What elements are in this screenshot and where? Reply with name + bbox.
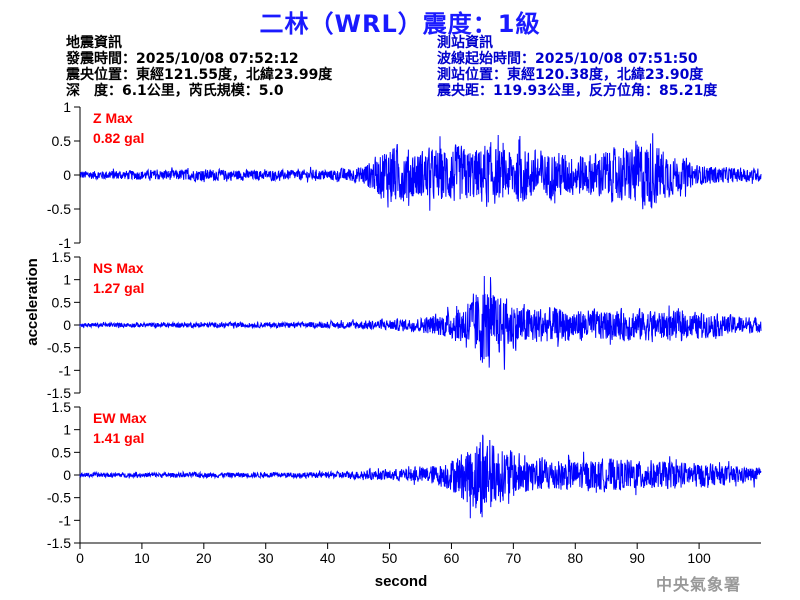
ew-y-tick-label: -1.5 — [47, 535, 71, 551]
station-info-header: 測站資訊 — [437, 35, 493, 51]
distance-azimuth: 震央距：119.93公里，反方位角：85.21度 — [437, 83, 718, 99]
z-waveform-trace — [79, 133, 762, 211]
epicenter-location: 震央位置：東經121.55度，北緯23.99度 — [66, 67, 333, 83]
wave-start-time: 波線起始時間：2025/10/08 07:51:50 — [437, 51, 698, 67]
ew-max-value: 1.41 gal — [93, 430, 144, 446]
x-tick-label: 50 — [382, 550, 398, 566]
x-tick-label: 20 — [196, 550, 212, 566]
ew-y-tick-label: 1.5 — [52, 399, 72, 415]
ns-y-tick-label: -1.5 — [47, 385, 71, 401]
ns-y-tick-label: -0.5 — [47, 340, 71, 356]
chart-title: 二林（WRL）震度：1級 — [259, 10, 541, 38]
y-axis-label: acceleration — [24, 258, 41, 346]
ns-max-label: NS Max — [93, 260, 144, 276]
x-tick-label: 10 — [134, 550, 150, 566]
x-tick-label: 80 — [567, 550, 583, 566]
x-tick-label: 70 — [506, 550, 522, 566]
origin-time: 發震時間：2025/10/08 07:52:12 — [66, 51, 299, 67]
x-axis-label: second — [375, 573, 428, 590]
earthquake-info-header: 地震資訊 — [66, 35, 122, 51]
z-y-tick-label: 1 — [63, 99, 71, 115]
x-tick-label: 0 — [76, 550, 84, 566]
watermark-cwa: 中央氣象署 — [656, 575, 742, 594]
z-y-tick-label: 0 — [63, 167, 71, 183]
x-tick-label: 60 — [444, 550, 460, 566]
ns-y-tick-label: 0 — [63, 317, 71, 333]
x-tick-label: 30 — [258, 550, 274, 566]
ew-waveform-trace — [79, 434, 762, 519]
x-tick-label: 40 — [320, 550, 336, 566]
ns-max-value: 1.27 gal — [93, 280, 144, 296]
x-tick-label: 100 — [687, 550, 711, 566]
ew-y-tick-label: -1 — [59, 512, 72, 528]
ns-y-tick-label: -1 — [59, 362, 72, 378]
x-tick-label: 90 — [629, 550, 645, 566]
ew-max-label: EW Max — [93, 410, 147, 426]
station-location: 測站位置：東經120.38度，北緯23.90度 — [437, 67, 704, 83]
earthquake-info: 地震資訊 發震時間：2025/10/08 07:52:12 震央位置：東經121… — [66, 35, 332, 99]
z-max-label: Z Max — [93, 110, 133, 126]
ew-y-tick-label: 1 — [63, 422, 71, 438]
ew-y-tick-label: 0 — [63, 467, 71, 483]
z-y-tick-label: -0.5 — [47, 201, 71, 217]
z-y-tick-label: 0.5 — [52, 133, 72, 149]
ew-y-tick-label: 0.5 — [52, 444, 72, 460]
depth-magnitude: 深 度：6.1公里，芮氏規模：5.0 — [66, 83, 284, 99]
ns-y-tick-label: 0.5 — [52, 294, 72, 310]
ns-y-tick-label: 1 — [63, 272, 71, 288]
z-y-tick-label: -1 — [59, 235, 72, 251]
ns-waveform-trace — [79, 275, 762, 370]
station-info: 測站資訊 波線起始時間：2025/10/08 07:51:50 測站位置：東經1… — [437, 35, 717, 99]
ew-y-tick-label: -0.5 — [47, 490, 71, 506]
z-max-value: 0.82 gal — [93, 130, 144, 146]
ns-y-tick-label: 1.5 — [52, 249, 72, 265]
